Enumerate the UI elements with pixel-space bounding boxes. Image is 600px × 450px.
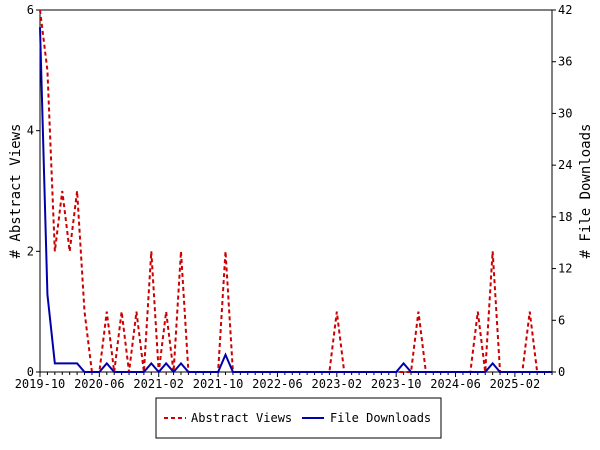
plot-area [39,9,553,373]
series-line-file-downloads [39,27,552,374]
left-tick-label: 2 [27,244,34,258]
x-axis: 2019-10 2020-06 2021-02 2021-10 2022-06 2023-… [15,372,553,391]
x-tick-label: 2021-02 [133,377,184,391]
x-tick-label: 2025-02 [490,377,541,391]
x-tick-label: 2021-10 [193,377,244,391]
legend-label-abstract-views: Abstract Views [191,411,292,425]
x-tick-label: 2022-06 [252,377,303,391]
right-tick-label: 6 [558,313,565,327]
y-axis-left-label: # Abstract Views [8,124,24,259]
legend-box [155,397,442,439]
y-axis-right-label: # File Downloads [578,124,594,259]
right-tick-label: 42 [558,3,572,17]
series-line-abstract-views [39,9,552,373]
right-tick-label: 24 [558,158,572,172]
series-layer [39,9,552,374]
legend-label-file-downloads: File Downloads [330,411,431,425]
x-tick-label: 2019-10 [15,377,66,391]
right-tick-label: 30 [558,106,572,120]
x-tick-label: 2020-06 [74,377,125,391]
left-tick-label: 0 [27,365,34,379]
legend: Abstract Views File Downloads [155,397,442,439]
x-tick-label: 2023-02 [312,377,363,391]
right-tick-label: 18 [558,210,572,224]
x-tick-label: 2024-06 [430,377,481,391]
left-tick-label: 6 [27,3,34,17]
right-axis: 0 6 12 18 24 30 36 42 [552,3,572,379]
right-tick-label: 12 [558,262,572,276]
left-axis: 0 2 4 6 [27,3,40,379]
right-tick-label: 0 [558,365,565,379]
right-tick-label: 36 [558,55,572,69]
x-tick-label: 2023-10 [371,377,422,391]
left-tick-label: 4 [27,124,34,138]
